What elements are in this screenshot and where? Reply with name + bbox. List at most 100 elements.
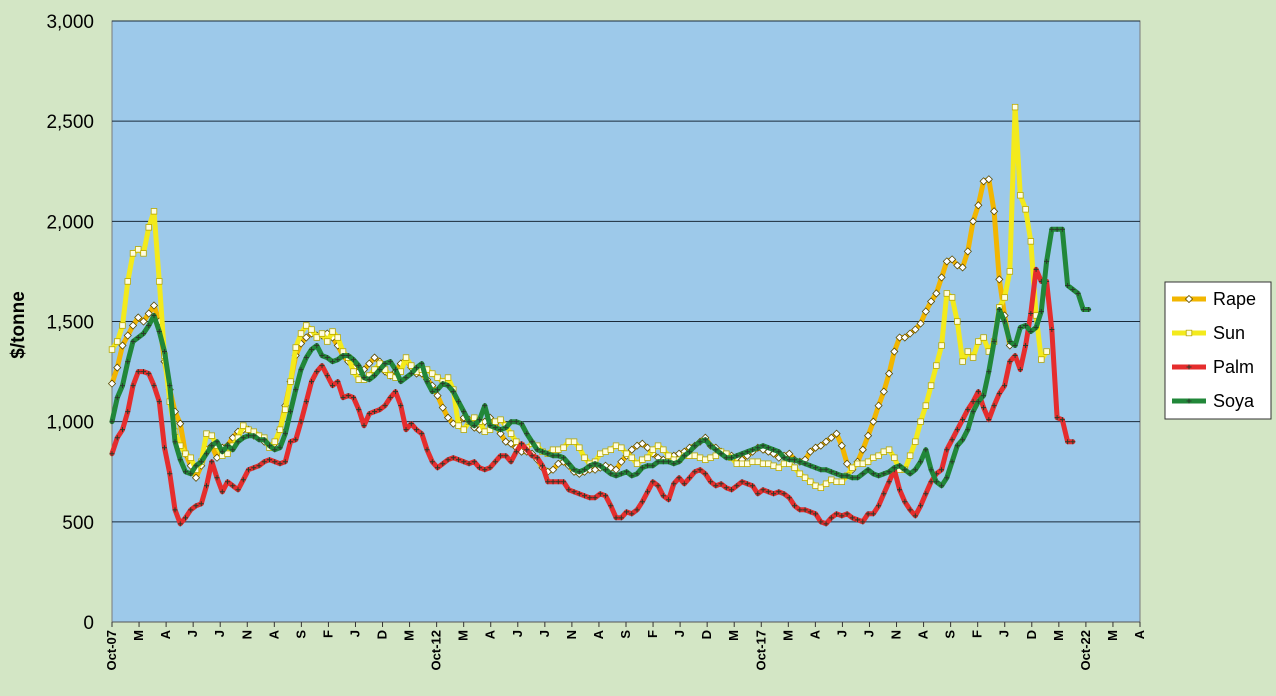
palm-point: [361, 423, 367, 429]
sun-point: [801, 474, 809, 481]
sun-point: [807, 478, 814, 485]
sun-point: [444, 374, 452, 381]
soya-point: [681, 453, 687, 459]
palm-point: [750, 483, 756, 489]
palm-point: [561, 479, 567, 485]
y-tick-label: 2,500: [46, 112, 94, 133]
palm-point: [156, 399, 162, 405]
palm-point: [487, 465, 493, 471]
soya-point: [870, 471, 876, 477]
x-tick-label: A: [266, 629, 281, 639]
x-tick-label: F: [320, 630, 335, 638]
soya-point: [834, 471, 840, 477]
rape-point: [617, 457, 626, 466]
soya-point: [188, 471, 194, 477]
palm-point: [954, 427, 960, 433]
legend-palm-point: [1186, 364, 1192, 370]
sun-point: [891, 454, 898, 461]
x-tick-label: F: [645, 630, 660, 638]
palm-point: [697, 467, 703, 473]
soya-point: [492, 425, 498, 431]
sun-point: [492, 418, 499, 425]
palm-point: [723, 485, 729, 491]
palm-point: [949, 437, 955, 443]
rape-point: [837, 441, 846, 450]
sun-point: [702, 456, 709, 463]
palm-point: [576, 491, 582, 497]
palm-point: [261, 459, 267, 465]
x-tick-label: M: [1051, 630, 1066, 641]
sun-point: [303, 322, 310, 329]
palm-point: [1017, 367, 1023, 373]
x-tick-label: A: [591, 629, 606, 639]
sun-point: [355, 376, 362, 383]
soya-point: [372, 373, 378, 379]
soya-point: [529, 439, 535, 445]
rape-point: [832, 429, 841, 438]
palm-point: [771, 491, 777, 497]
x-tick-label: J: [212, 630, 227, 637]
soya-point: [944, 475, 950, 481]
soya-point: [697, 439, 703, 445]
sun-point: [691, 452, 699, 459]
soya-point: [1038, 308, 1044, 314]
palm-line: [109, 266, 1076, 527]
soya-point: [687, 449, 693, 455]
soya-point: [702, 437, 708, 443]
soya-point: [928, 467, 934, 473]
sun-point: [108, 346, 116, 353]
sun-point: [203, 430, 210, 437]
rape-point: [911, 325, 920, 334]
soya-point: [744, 449, 750, 455]
palm-point: [902, 499, 908, 505]
legend-item-rape: Rape: [1172, 289, 1256, 309]
palm-point: [786, 495, 792, 501]
palm-point: [540, 463, 546, 469]
soya-point: [629, 473, 635, 479]
palm-point: [634, 507, 640, 513]
rape-point: [370, 353, 379, 362]
soya-point: [970, 409, 976, 415]
palm-point: [666, 497, 672, 503]
sun-point: [282, 406, 289, 413]
soya-point: [860, 471, 866, 477]
soya-point: [603, 467, 609, 473]
soya-point: [424, 379, 430, 385]
soya-point: [524, 431, 530, 437]
sun-point: [712, 452, 720, 459]
palm-point: [870, 511, 876, 517]
soya-point: [865, 467, 871, 473]
x-tick-label: J: [185, 630, 200, 637]
sun-point: [628, 454, 636, 461]
legend-item-palm: Palm: [1172, 357, 1254, 377]
soya-point: [466, 419, 472, 425]
palm-point: [120, 427, 126, 433]
palm-point: [1002, 383, 1008, 389]
y-tick-label: 2,000: [46, 212, 94, 233]
soya-point: [918, 459, 924, 465]
soya-point: [587, 463, 593, 469]
soya-point: [597, 463, 603, 469]
palm-point: [1033, 266, 1039, 272]
soya-point: [561, 455, 567, 461]
palm-point: [897, 487, 903, 493]
rape-point: [443, 413, 453, 422]
sun-point: [906, 452, 914, 459]
soya-point: [618, 471, 624, 477]
legend: Rape Sun Palm Soya: [1164, 281, 1272, 420]
soya-point: [477, 417, 483, 423]
soya-point: [855, 475, 861, 481]
palm-point: [860, 519, 866, 525]
palm-point: [188, 507, 194, 513]
y-tick-label: 500: [62, 513, 94, 534]
soya-point: [839, 473, 845, 479]
palm-point: [162, 445, 168, 451]
rape-point: [916, 319, 925, 328]
soya-point: [240, 435, 246, 441]
sun-point: [581, 454, 588, 461]
palm-point: [702, 471, 708, 477]
x-tick-label: D: [699, 630, 714, 639]
sun-point: [208, 432, 215, 439]
palm-point: [456, 457, 462, 463]
